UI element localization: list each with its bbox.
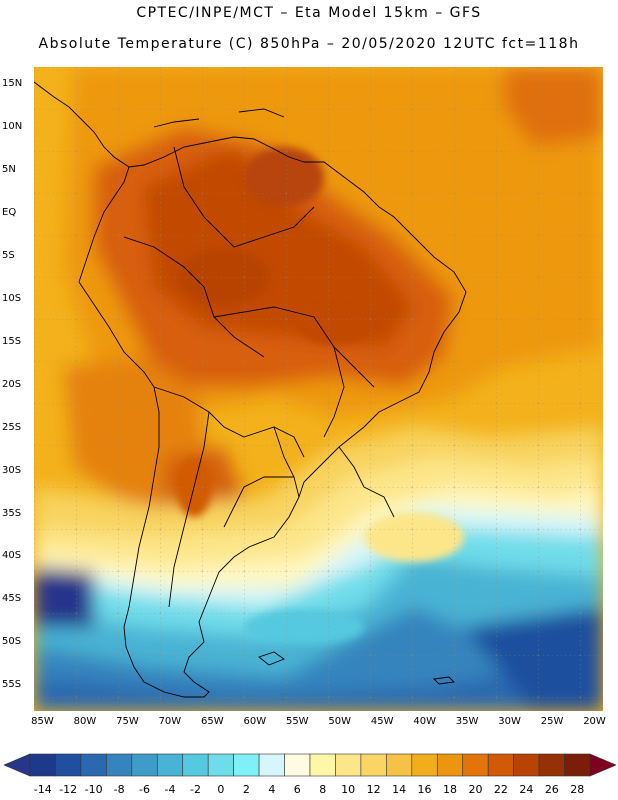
- lat-tick-label: 15S: [2, 335, 22, 347]
- colorbar-tick-label: -2: [189, 783, 201, 796]
- colorbar-tick-label: -6: [139, 783, 151, 796]
- colorbar-swatch: [29, 753, 56, 777]
- colorbar-tick-label: 20: [468, 783, 483, 796]
- coastlines: [34, 81, 467, 698]
- colorbar-swatch: [386, 753, 413, 777]
- colorbar-tick-label: 24: [519, 783, 534, 796]
- colorbar-tick-label: 10: [341, 783, 356, 796]
- colorbar-tick-label: 2: [242, 783, 250, 796]
- lon-tick-label: 75W: [116, 716, 139, 727]
- colorbar-swatch: [131, 753, 158, 777]
- colorbar-swatch: [538, 753, 565, 777]
- colorbar-swatch: [106, 753, 133, 777]
- colorbar-tick-label: 0: [217, 783, 225, 796]
- lat-tick-label: 35S: [2, 507, 22, 519]
- colorbar-tick-label: 6: [293, 783, 301, 796]
- colorbar-swatch: [513, 753, 540, 777]
- colorbar-swatch: [462, 753, 489, 777]
- colorbar-tick-label: 28: [570, 783, 585, 796]
- lon-tick-label: 20W: [583, 716, 606, 727]
- lat-tick-label: 20S: [2, 378, 22, 390]
- lat-tick-label: 5N: [2, 164, 16, 176]
- colorbar-tick-label: -4: [164, 783, 176, 796]
- colorbar-swatch: [156, 753, 184, 777]
- map-title-line2: Absolute Temperature (C) 850hPa – 20/05/…: [38, 36, 580, 52]
- lat-tick-label: 15N: [2, 78, 23, 90]
- colorbar-swatch: [233, 753, 260, 777]
- colorbar-swatch: [80, 753, 107, 777]
- colorbar-swatch: [207, 753, 234, 777]
- colorbar-tick-label: -10: [84, 783, 103, 796]
- lat-tick-label: 10N: [2, 121, 23, 133]
- lon-tick-label: 50W: [328, 716, 352, 727]
- colorbar-swatch: [284, 753, 311, 777]
- colorbar-tick-label: 4: [268, 783, 276, 796]
- colorbar-under-arrow: [4, 753, 31, 777]
- lon-tick-label: 30W: [498, 716, 521, 727]
- lon-tick-label: 85W: [31, 716, 54, 727]
- colorbar-tick-label: -12: [59, 783, 78, 796]
- colorbar-tick-label: 18: [443, 783, 457, 796]
- colorbar-swatch: [360, 753, 387, 777]
- colorbar-tick-label: 8: [319, 783, 327, 796]
- colorbar-swatch: [411, 753, 438, 777]
- lat-tick-label: 50S: [2, 636, 22, 648]
- lat-tick-label: 45S: [2, 593, 22, 605]
- lat-lon-grid: [34, 67, 603, 711]
- map-title-line1: CPTEC/INPE/MCT – Eta Model 15km – GFS: [136, 5, 482, 21]
- lat-tick-label: 30S: [2, 464, 22, 476]
- lat-tick-label: EQ: [2, 206, 17, 218]
- lat-tick-label: 25S: [2, 421, 22, 433]
- colorbar: [4, 753, 616, 777]
- lon-tick-label: 25W: [540, 716, 564, 727]
- lon-tick-label: 40W: [413, 716, 436, 727]
- colorbar-tick-label: 22: [493, 783, 508, 796]
- colorbar-swatch: [309, 753, 336, 777]
- lat-tick-label: 5S: [2, 249, 15, 261]
- lon-tick-label: 70W: [158, 716, 182, 727]
- colorbar-swatch: [487, 753, 514, 777]
- colorbar-over-arrow: [589, 753, 616, 777]
- lat-tick-label: 40S: [2, 550, 22, 562]
- lat-tick-label: 55S: [2, 679, 22, 691]
- colorbar-tick-label: 14: [392, 783, 407, 796]
- colorbar-swatch: [335, 753, 362, 777]
- lon-tick-label: 60W: [243, 716, 267, 727]
- lon-tick-label: 55W: [285, 716, 309, 727]
- colorbar-tick-label: 12: [366, 783, 381, 796]
- colorbar-swatch: [258, 753, 285, 777]
- lon-tick-label: 65W: [201, 716, 224, 727]
- temperature-map: [34, 67, 603, 711]
- lat-tick-label: 10S: [2, 292, 22, 304]
- lon-tick-label: 45W: [370, 716, 394, 727]
- colorbar-tick-label: -14: [33, 783, 52, 796]
- lon-tick-label: 35W: [455, 716, 479, 727]
- colorbar-swatch: [182, 753, 209, 777]
- lon-tick-label: 80W: [73, 716, 97, 727]
- colorbar-swatch: [436, 753, 464, 777]
- colorbar-tick-label: -8: [113, 783, 125, 796]
- map-canvas: [34, 67, 603, 711]
- colorbar-swatch: [55, 753, 82, 777]
- colorbar-swatch: [564, 753, 591, 777]
- colorbar-tick-label: 16: [417, 783, 432, 796]
- colorbar-tick-label: 26: [544, 783, 559, 796]
